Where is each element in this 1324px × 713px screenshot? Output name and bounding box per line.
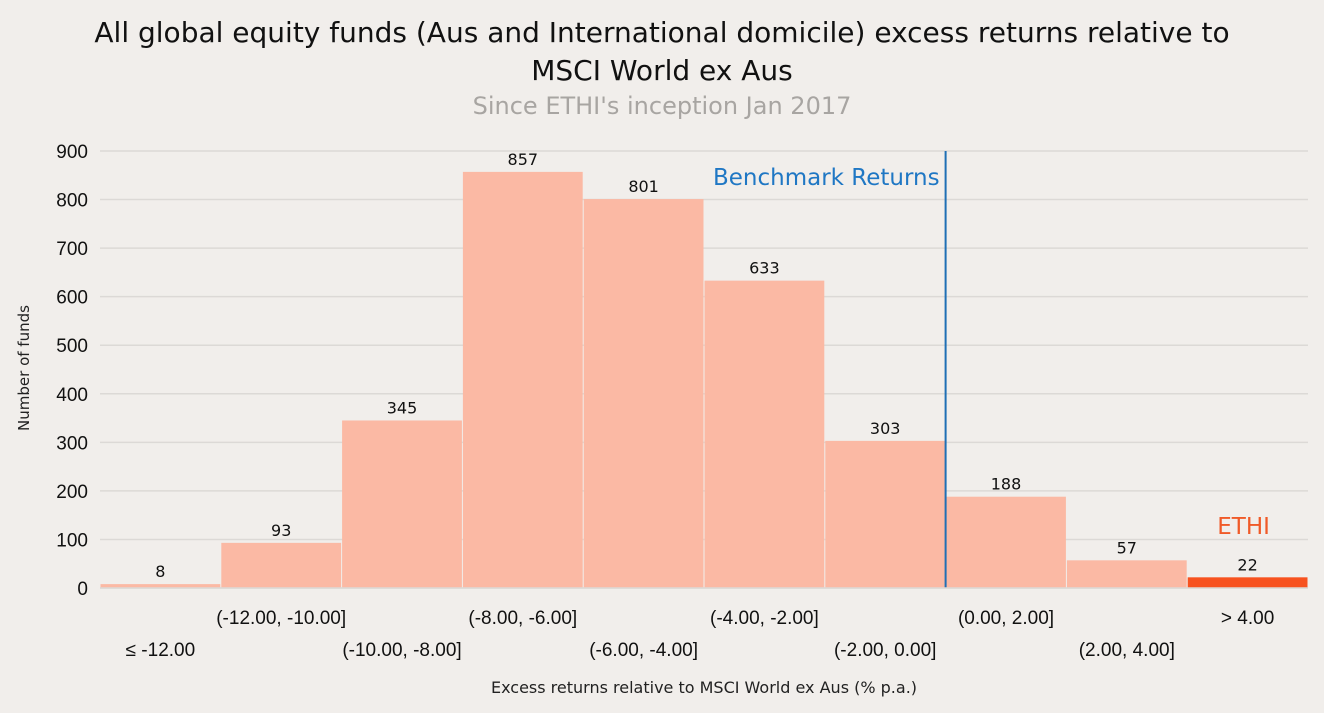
y-tick-label-6: 600 [56,288,88,309]
bar-0 [100,584,221,588]
data-label-6: 303 [870,419,901,438]
x-tick-label-8: (2.00, 4.00] [1079,640,1175,661]
bar-6 [825,440,946,588]
x-tick-label-7: (0.00, 2.00] [958,608,1054,629]
x-tick-label-9: > 4.00 [1221,608,1274,629]
data-label-4: 801 [628,177,659,196]
x-tick-label-3: (-8.00, -6.00] [468,608,577,629]
y-tick-label-0: 0 [77,579,88,600]
bar-5 [704,280,825,588]
data-label-1: 93 [271,521,291,540]
y-tick-label-8: 800 [56,191,88,212]
y-tick-label-9: 900 [56,142,88,163]
y-tick-label-7: 700 [56,239,88,260]
data-label-3: 857 [508,150,539,169]
bar-7 [946,496,1066,588]
x-tick-label-5: (-4.00, -2.00] [710,608,819,629]
x-tick-label-6: (-2.00, 0.00] [834,640,936,661]
bar-8 [1066,560,1187,588]
data-label-2: 345 [387,398,418,417]
chart-subtitle: Since ETHI's inception Jan 2017 [472,92,852,120]
bar-4 [583,199,704,588]
x-tick-label-2: (-10.00, -8.00] [342,640,461,661]
benchmark-annotation: Benchmark Returns [713,165,940,191]
data-label-0: 8 [155,562,165,581]
x-tick-label-1: (-12.00, -10.00] [216,608,346,629]
x-tick-label-4: (-6.00, -4.00] [589,640,698,661]
data-label-9: 22 [1237,555,1257,574]
data-label-5: 633 [749,259,780,278]
bar-2 [342,420,462,588]
bar-9 [1187,577,1308,588]
y-tick-label-2: 200 [56,482,88,503]
y-tick-label-3: 300 [56,433,88,454]
x-tick-label-0: ≤ -12.00 [126,640,196,661]
bar-1 [221,542,342,588]
data-label-8: 57 [1117,538,1137,557]
y-tick-label-5: 500 [56,336,88,357]
y-tick-label-4: 400 [56,385,88,406]
y-tick-label-1: 100 [56,530,88,551]
data-label-7: 188 [991,475,1022,494]
chart-title: All global equity funds (Aus and Interna… [94,16,1230,87]
ethi-annotation: ETHI [1217,514,1270,540]
x-axis-label: Excess returns relative to MSCI World ex… [490,678,918,697]
bar-3 [462,171,583,588]
